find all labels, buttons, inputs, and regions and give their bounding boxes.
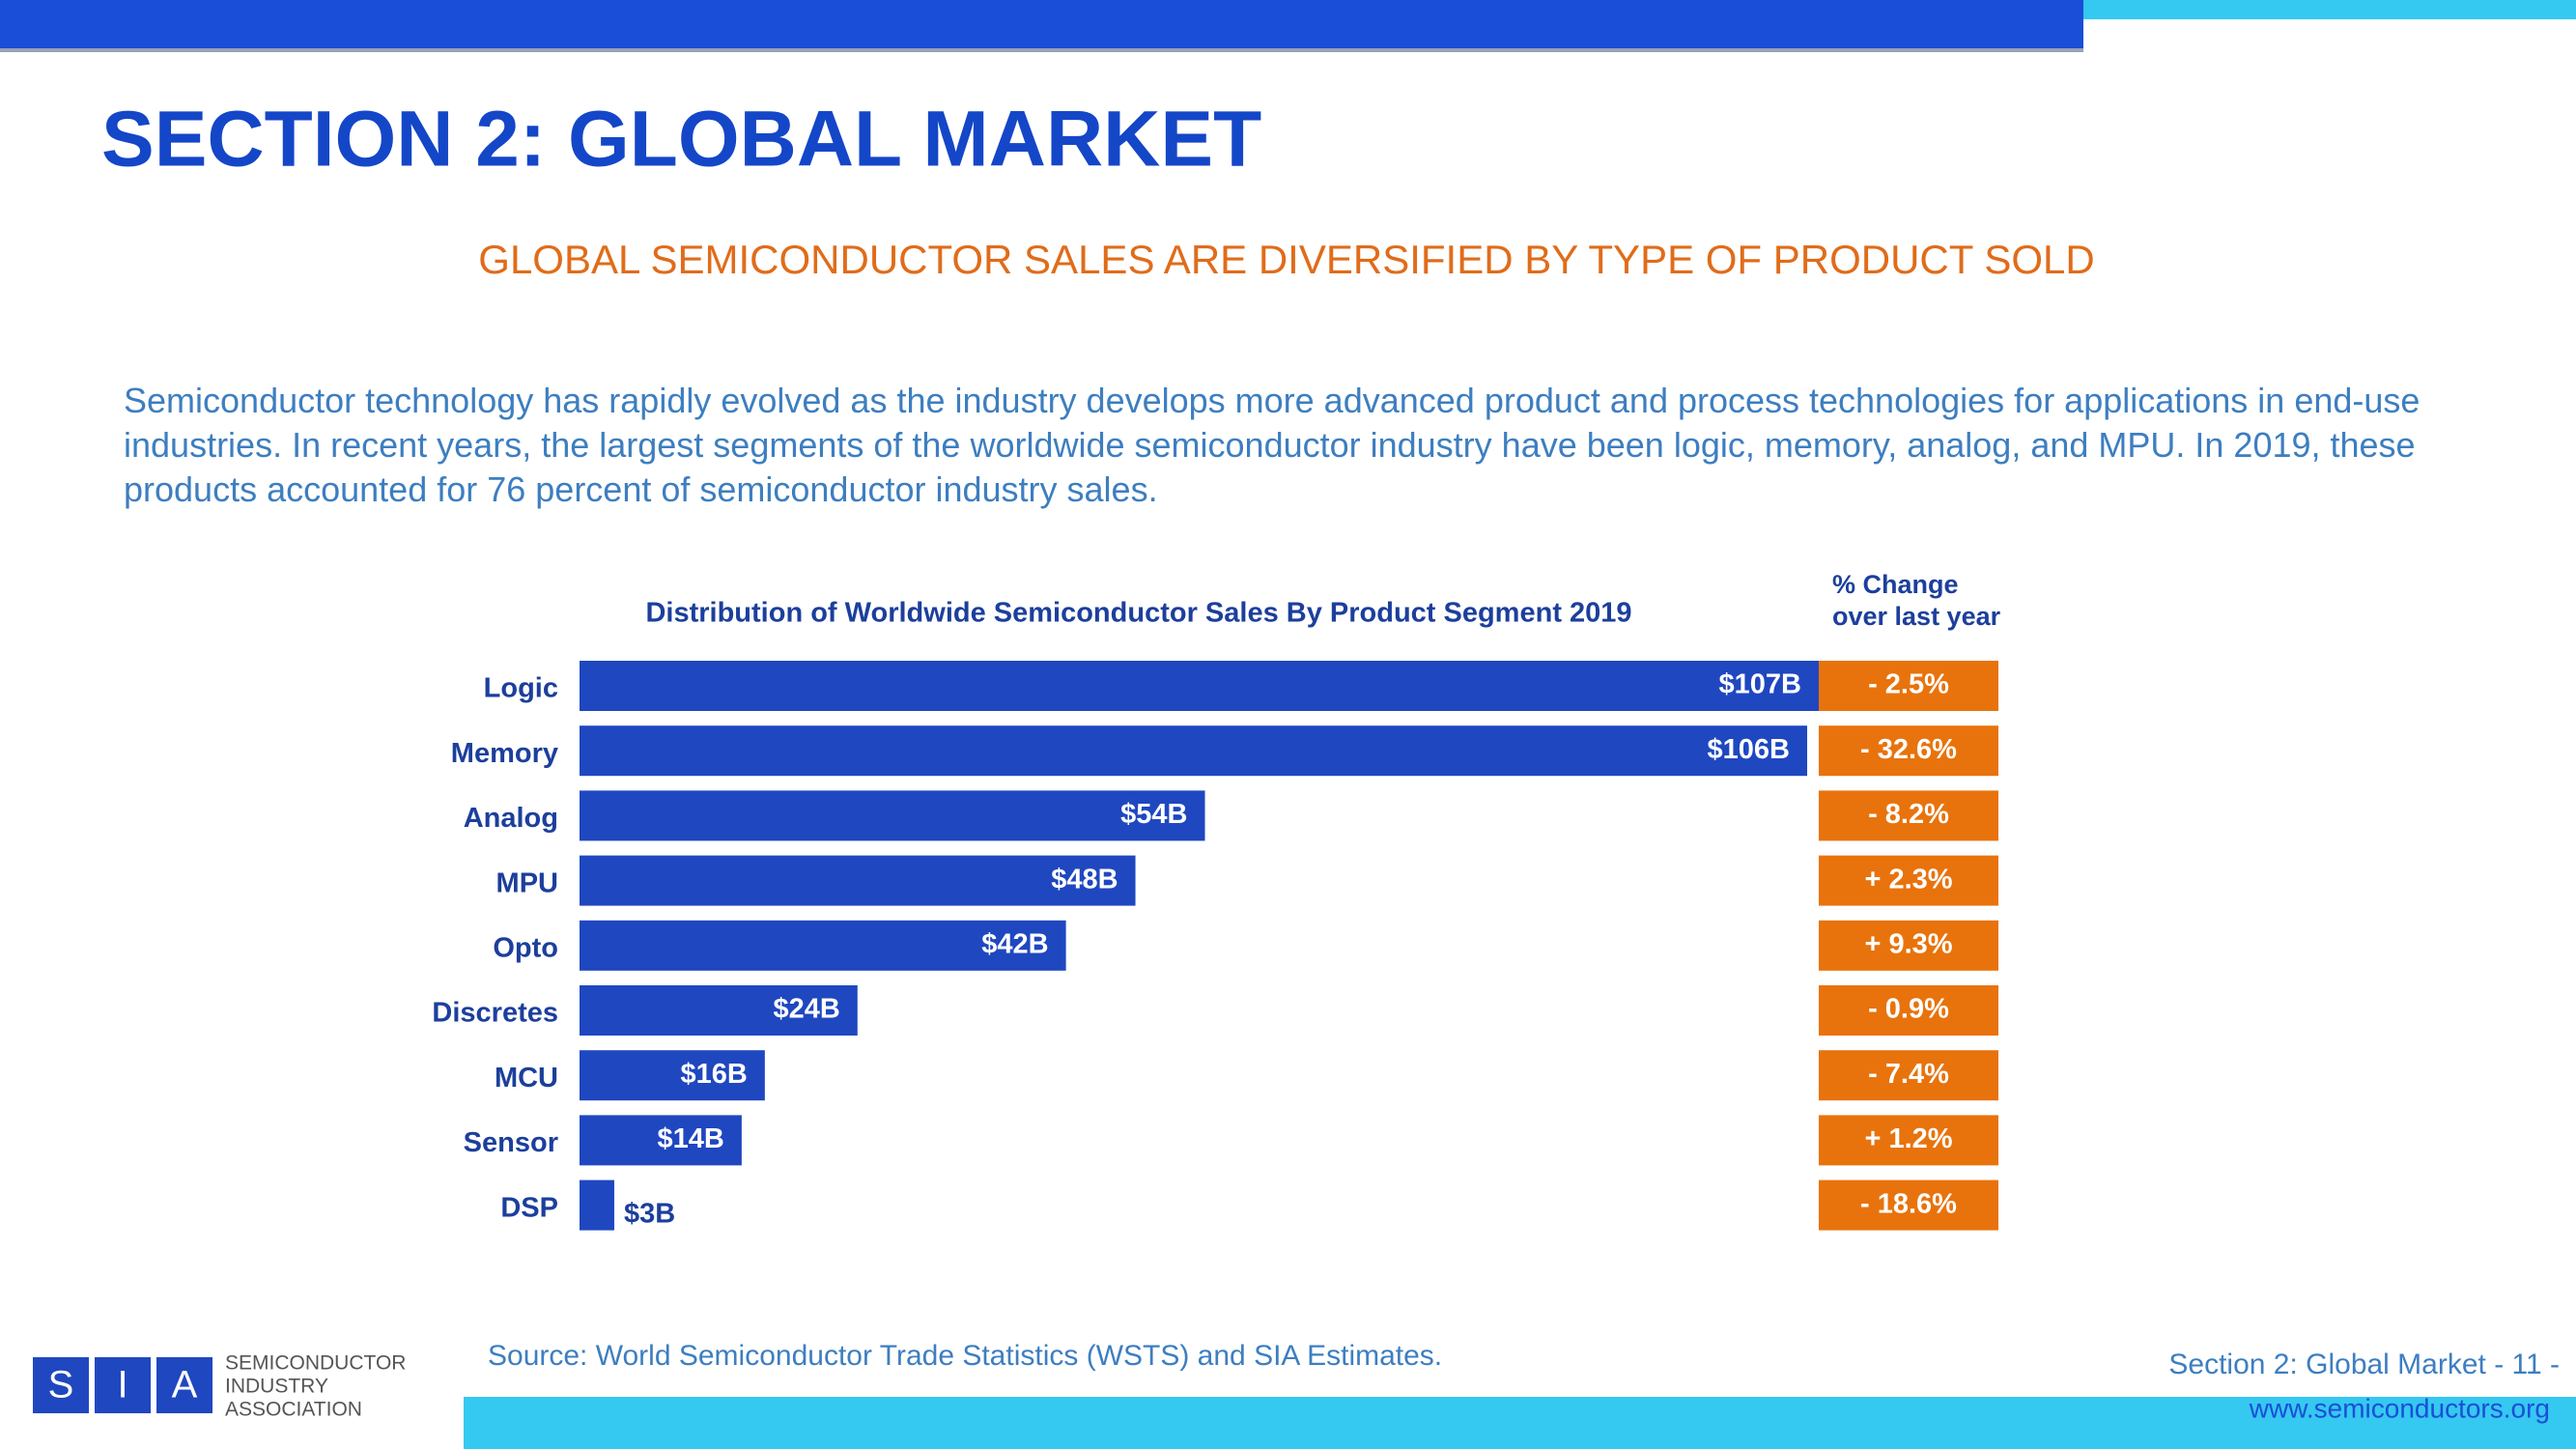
value-label: $54B (1120, 799, 1187, 830)
change-label: - 7.4% (1868, 1059, 1949, 1090)
category-label: Logic (484, 673, 558, 704)
value-label: $106B (1708, 734, 1790, 765)
change-label: - 32.6% (1860, 734, 1957, 765)
change-label: - 2.5% (1868, 669, 1949, 700)
slide-subtitle: GLOBAL SEMICONDUCTOR SALES ARE DIVERSIFI… (478, 237, 2094, 282)
category-label: Opto (493, 932, 558, 963)
change-label: + 1.2% (1864, 1123, 1952, 1154)
logo-name: ASSOCIATION (225, 1399, 362, 1421)
logo-box (33, 1357, 89, 1413)
change-box (1819, 1115, 1998, 1166)
change-header: over last year (1832, 602, 2001, 631)
category-label: Analog (464, 803, 558, 834)
category-label: MCU (495, 1063, 558, 1094)
category-label: MPU (496, 867, 558, 898)
change-label: - 8.2% (1868, 799, 1949, 830)
change-box (1819, 855, 1998, 906)
source: Source: World Semiconductor Trade Statis… (488, 1340, 1442, 1372)
change-box (1819, 920, 1998, 971)
value-label: $42B (981, 928, 1048, 959)
change-header: % Change (1832, 570, 1959, 599)
value-label: $16B (681, 1059, 748, 1090)
top-banner (0, 0, 2083, 48)
value-label: $48B (1051, 864, 1118, 895)
page-number: Section 2: Global Market - 11 - (2168, 1349, 2560, 1380)
url: www.semiconductors.org (2249, 1393, 2550, 1423)
category-label: Memory (451, 738, 558, 769)
bottom-band (464, 1397, 2576, 1449)
bar (580, 790, 1205, 841)
bar (580, 920, 1066, 971)
logo-name: INDUSTRY (225, 1376, 328, 1398)
chart-title: Distribution of Worldwide Semiconductor … (645, 598, 1631, 629)
logo-letter: I (117, 1364, 127, 1406)
change-label: + 2.3% (1864, 864, 1952, 895)
slide-title: SECTION 2: GLOBAL MARKET (101, 96, 1261, 184)
change-label: - 18.6% (1860, 1188, 1957, 1219)
bar (580, 1115, 742, 1166)
bar (580, 1179, 614, 1231)
category-label: Discretes (432, 998, 558, 1029)
bar (580, 661, 1819, 711)
bar (580, 985, 858, 1036)
logo-box (95, 1357, 151, 1413)
change-box (1819, 985, 1998, 1036)
bar (580, 1050, 765, 1101)
logo-box (156, 1357, 212, 1413)
value-label: $3B (624, 1198, 675, 1229)
change-box (1819, 1179, 1998, 1231)
bar (580, 725, 1808, 777)
value-label: $14B (658, 1123, 724, 1154)
category-label: DSP (500, 1192, 558, 1223)
change-box (1819, 1050, 1998, 1101)
category-label: Sensor (464, 1127, 558, 1158)
logo-letter: S (48, 1364, 74, 1406)
change-box (1819, 661, 1998, 711)
logo-letter: A (172, 1364, 198, 1406)
body-text: Semiconductor technology has rapidly evo… (124, 381, 2420, 509)
value-label: $24B (773, 994, 839, 1025)
bar (580, 855, 1136, 906)
banner-shadow (0, 48, 2083, 52)
change-label: + 9.3% (1864, 928, 1952, 959)
change-label: - 0.9% (1868, 994, 1949, 1025)
change-box (1819, 725, 1998, 777)
value-label: $107B (1719, 669, 1801, 700)
change-box (1819, 790, 1998, 841)
logo-name: SEMICONDUCTOR (225, 1352, 406, 1375)
